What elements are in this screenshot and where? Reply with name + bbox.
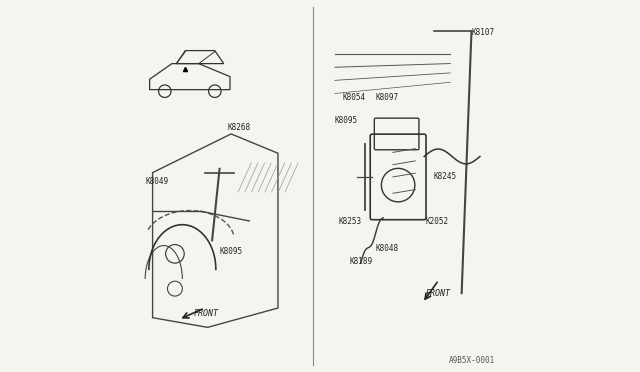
Text: K8095: K8095 (220, 247, 243, 256)
Text: K8054: K8054 (342, 93, 365, 102)
Text: FRONT: FRONT (193, 309, 218, 318)
Text: A9B5X-0001: A9B5X-0001 (449, 356, 495, 365)
Text: FRONT: FRONT (426, 289, 451, 298)
Text: K8253: K8253 (339, 217, 362, 227)
Text: K8189: K8189 (349, 257, 373, 266)
Text: K8245: K8245 (434, 171, 457, 180)
Text: K8049: K8049 (145, 177, 168, 186)
Text: K2052: K2052 (426, 217, 449, 227)
Text: K8097: K8097 (376, 93, 399, 102)
Text: K8107: K8107 (472, 28, 495, 36)
Text: K8095: K8095 (335, 116, 358, 125)
Text: K8048: K8048 (376, 244, 399, 253)
Text: K8268: K8268 (227, 123, 250, 132)
